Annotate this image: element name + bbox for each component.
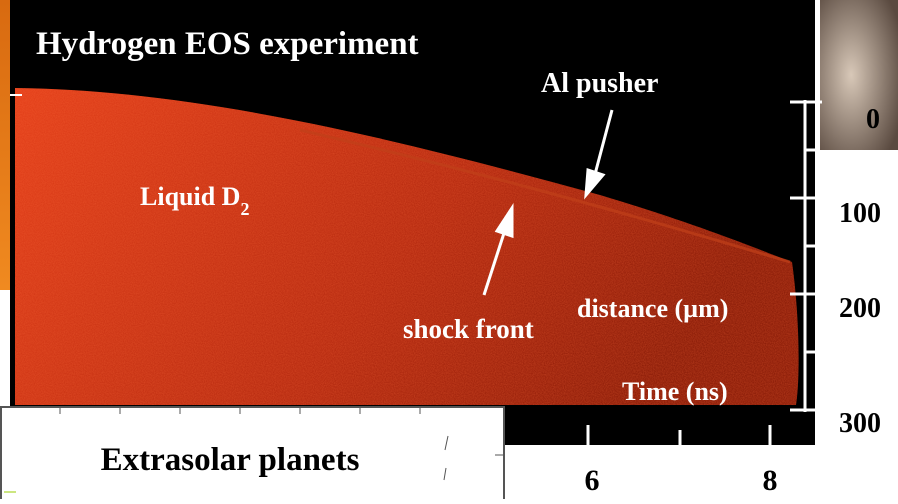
annotation-subscript: 2 bbox=[240, 199, 249, 219]
inset-panel bbox=[0, 406, 505, 504]
pusher-trace bbox=[299, 128, 791, 264]
annotation: shock front bbox=[403, 314, 534, 344]
streak-noise bbox=[15, 88, 799, 405]
x-ticks bbox=[586, 425, 772, 445]
arrows bbox=[482, 109, 614, 296]
inset-title: Extrasolar planets bbox=[101, 442, 360, 478]
title: Hydrogen EOS experiment bbox=[36, 26, 419, 62]
x-tick-label: 8 bbox=[763, 464, 778, 497]
inset-ticks bbox=[4, 408, 503, 493]
y-tick-labels: 0 100 200 300 bbox=[839, 104, 881, 439]
annotation-text: Liquid D bbox=[140, 182, 240, 211]
x-axis-label: Time (ns) bbox=[622, 377, 728, 406]
y-tick-label: 100 bbox=[839, 198, 881, 229]
y-tick-label: 0 bbox=[866, 104, 880, 135]
y-tick-label: 200 bbox=[839, 293, 881, 324]
x-tick-label: 6 bbox=[585, 464, 600, 497]
background-image bbox=[820, 0, 898, 150]
y-tick-label: 300 bbox=[839, 408, 881, 439]
y-ticks bbox=[790, 100, 822, 412]
annotation: Liquid D2 bbox=[140, 182, 249, 219]
y-axis-label: distance (µm) bbox=[577, 294, 728, 323]
annotation: Al pusher bbox=[541, 68, 658, 99]
